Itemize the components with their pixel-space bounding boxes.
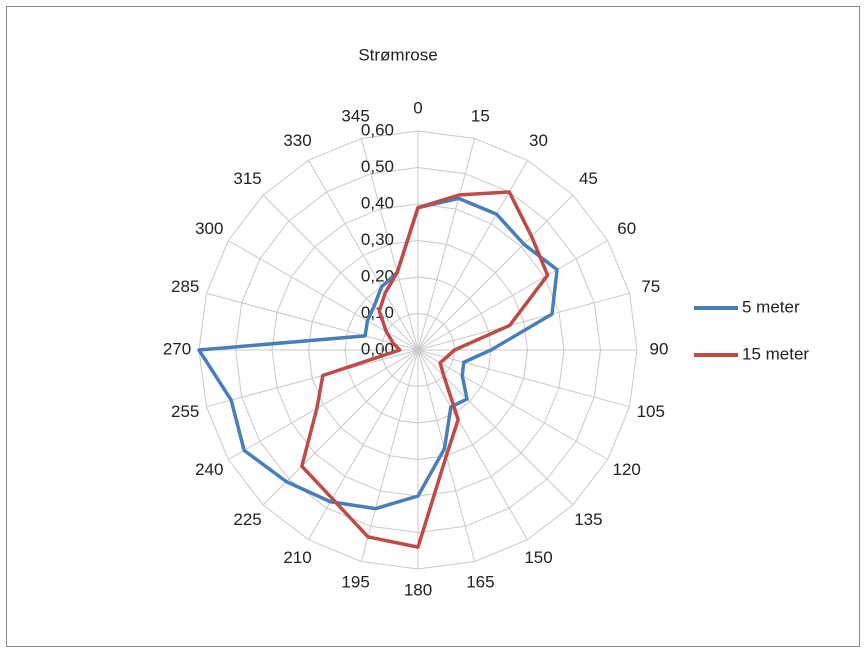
angle-label: 105 bbox=[637, 402, 665, 421]
angle-label: 240 bbox=[195, 460, 223, 479]
angle-label: 330 bbox=[283, 131, 311, 150]
angle-label: 45 bbox=[579, 169, 598, 188]
r-tick-label: 0,40 bbox=[361, 193, 394, 212]
angle-label: 150 bbox=[524, 548, 552, 567]
r-tick-label: 0,60 bbox=[361, 120, 394, 139]
legend-label: 5 meter bbox=[742, 297, 800, 316]
angle-label: 120 bbox=[613, 460, 641, 479]
grid-ring bbox=[198, 130, 638, 570]
angle-label: 315 bbox=[233, 169, 261, 188]
angle-label: 195 bbox=[341, 572, 369, 591]
chart-frame bbox=[6, 6, 860, 647]
angle-label: 345 bbox=[341, 107, 369, 126]
legend-label: 15 meter bbox=[742, 344, 809, 363]
angle-label: 255 bbox=[171, 402, 199, 421]
grid-ring bbox=[234, 166, 602, 534]
r-tick-label: 0,10 bbox=[361, 303, 394, 322]
angle-label: 0 bbox=[413, 98, 422, 117]
angle-label: 225 bbox=[233, 510, 261, 529]
angle-label: 135 bbox=[574, 510, 602, 529]
angle-label: 15 bbox=[471, 107, 490, 126]
angle-label: 90 bbox=[650, 339, 669, 358]
angle-label: 30 bbox=[529, 131, 548, 150]
r-tick-label: 0,50 bbox=[361, 157, 394, 176]
angle-label: 285 bbox=[171, 277, 199, 296]
series-line bbox=[197, 196, 559, 511]
angle-label: 300 bbox=[195, 219, 223, 238]
series-line bbox=[300, 190, 550, 549]
chart-title: Strømrose bbox=[358, 45, 437, 64]
grid-ring bbox=[344, 276, 492, 424]
grid-ring bbox=[307, 239, 529, 461]
r-tick-label: 0,20 bbox=[361, 266, 394, 285]
angle-label: 75 bbox=[641, 277, 660, 296]
angle-label: 60 bbox=[617, 219, 636, 238]
r-tick-label: 0,30 bbox=[361, 230, 394, 249]
angle-label: 165 bbox=[466, 572, 494, 591]
angle-label: 270 bbox=[163, 339, 191, 358]
angle-label: 210 bbox=[283, 548, 311, 567]
angle-label: 180 bbox=[404, 580, 432, 599]
